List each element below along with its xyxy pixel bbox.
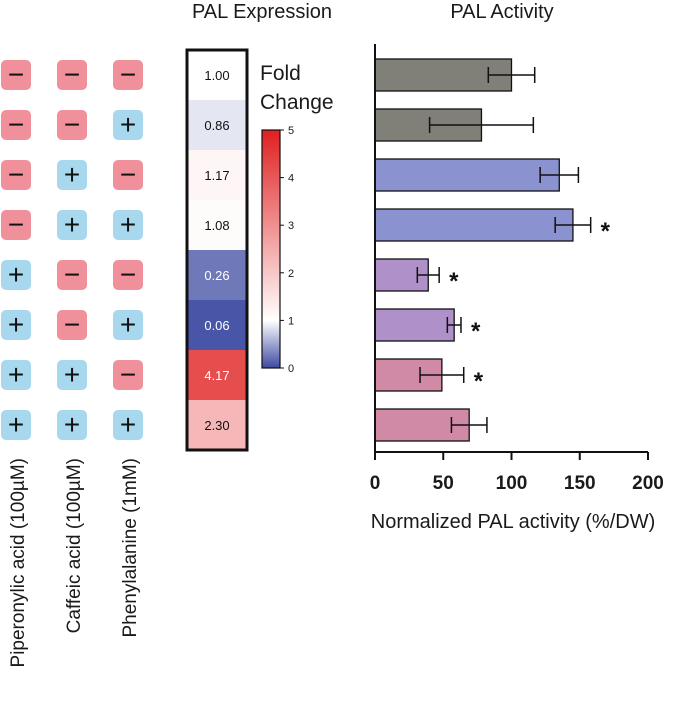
colorbar-ticks: 0 1 2 3 4 5 [280, 125, 294, 375]
heatmap-value-1: 1.00 [204, 68, 229, 83]
plus-sign-r7-caffeic-acid: + [64, 359, 80, 390]
minus-sign-r1-phenylalanine: − [120, 59, 136, 90]
treatment-box-r1-phenylalanine [113, 60, 143, 90]
bar-6 [374, 308, 455, 342]
treatment-box-r7-piperonylic-acid [1, 360, 31, 390]
plus-sign-r8-phenylalanine: + [120, 409, 136, 440]
treatment-box-r8-caffeic-acid [57, 410, 87, 440]
treatment-box-r4-caffeic-acid [57, 210, 87, 240]
heatmap-value-5: 0.26 [204, 268, 229, 283]
heatmap-value-7: 4.17 [204, 368, 229, 383]
colorbar-tick-label-2: 2 [288, 268, 294, 280]
heatmap-cell-3 [187, 150, 247, 200]
plus-sign-r4-phenylalanine: + [120, 209, 136, 240]
heatmap-cell-4 [187, 200, 247, 250]
significance-marker-5: * [449, 268, 459, 295]
heatmap-value-6: 0.06 [204, 318, 229, 333]
significance-marker-6: * [471, 318, 481, 345]
treatment-grid: − − − − − + − + − − + + + − − + − + + + − + + + [1, 59, 143, 440]
heatmap-cell-7 [187, 350, 247, 400]
plus-sign-r3-caffeic-acid: + [64, 159, 80, 190]
x-tick-label-50: 50 [433, 473, 454, 494]
treatment-box-r8-piperonylic-acid [1, 410, 31, 440]
x-tick-label-100: 100 [496, 473, 528, 494]
minus-sign-r2-caffeic-acid: − [64, 109, 80, 140]
treatment-box-r4-phenylalanine [113, 210, 143, 240]
treatment-box-r2-caffeic-acid [57, 110, 87, 140]
minus-sign-r1-piperonylic-acid: − [8, 59, 24, 90]
heatmap-value-3: 1.17 [204, 168, 229, 183]
bar-4 [374, 208, 574, 242]
treatment-box-r6-phenylalanine [113, 310, 143, 340]
colorbar-tick-label-5: 5 [288, 125, 294, 137]
minus-sign-r4-piperonylic-acid: − [8, 209, 24, 240]
colorbar-tick-label-1: 1 [288, 315, 294, 327]
treatment-box-r2-phenylalanine [113, 110, 143, 140]
pal-activity-bars: * * * * [374, 58, 611, 442]
treatment-box-r5-piperonylic-acid [1, 260, 31, 290]
plus-sign-r7-piperonylic-acid: + [8, 359, 24, 390]
minus-sign-r3-phenylalanine: − [120, 159, 136, 190]
significance-marker-4: * [601, 218, 611, 245]
treatment-box-r7-caffeic-acid [57, 360, 87, 390]
bar-chart-title: PAL Activity [450, 1, 553, 23]
treatment-box-r5-caffeic-acid [57, 260, 87, 290]
colorbar-title-line1: Fold [260, 62, 301, 85]
x-tick-label-200: 200 [632, 473, 664, 494]
colorbar-tick-label-0: 0 [288, 363, 294, 375]
column-label-piperonylic-acid: Piperonylic acid (100µM) [8, 458, 29, 667]
treatment-box-r3-phenylalanine [113, 160, 143, 190]
minus-sign-r5-phenylalanine: − [120, 259, 136, 290]
minus-sign-r3-piperonylic-acid: − [8, 159, 24, 190]
column-label-phenylalanine: Phenylalanine (1mM) [120, 458, 141, 638]
minus-sign-r2-piperonylic-acid: − [8, 109, 24, 140]
plus-sign-r8-caffeic-acid: + [64, 409, 80, 440]
plus-sign-r5-piperonylic-acid: + [8, 259, 24, 290]
heatmap-cell-5 [187, 250, 247, 300]
treatment-box-r2-piperonylic-acid [1, 110, 31, 140]
treatment-box-r1-caffeic-acid [57, 60, 87, 90]
x-tick-label-0: 0 [370, 473, 381, 494]
heatmap-cell-8 [187, 400, 247, 450]
treatment-box-r5-phenylalanine [113, 260, 143, 290]
treatment-box-r6-piperonylic-acid [1, 310, 31, 340]
minus-sign-r5-caffeic-acid: − [64, 259, 80, 290]
plus-sign-r6-phenylalanine: + [120, 309, 136, 340]
treatment-box-r3-piperonylic-acid [1, 160, 31, 190]
plus-sign-r8-piperonylic-acid: + [8, 409, 24, 440]
heatmap-value-4: 1.08 [204, 218, 229, 233]
heatmap-border [185, 48, 249, 452]
column-label-caffeic-acid: Caffeic acid (100µM) [64, 458, 85, 633]
colorbar [261, 129, 281, 369]
treatment-box-r4-piperonylic-acid [1, 210, 31, 240]
minus-sign-r6-caffeic-acid: − [64, 309, 80, 340]
colorbar-tick-label-4: 4 [288, 173, 294, 185]
treatment-box-r6-caffeic-acid [57, 310, 87, 340]
colorbar-tick-label-3: 3 [288, 220, 294, 232]
x-axis-ticks: 0 50 100 150 200 [370, 452, 664, 494]
plus-sign-r4-caffeic-acid: + [64, 209, 80, 240]
treatment-box-r8-phenylalanine [113, 410, 143, 440]
heatmap-cell-6 [187, 300, 247, 350]
colorbar-title-line2: Change [260, 91, 334, 114]
plus-sign-r6-piperonylic-acid: + [8, 309, 24, 340]
x-tick-label-150: 150 [564, 473, 596, 494]
heatmap-cell-1 [187, 50, 247, 100]
treatment-box-r1-piperonylic-acid [1, 60, 31, 90]
bar-3 [374, 158, 560, 192]
heatmap-value-2: 0.86 [204, 118, 229, 133]
minus-sign-r7-phenylalanine: − [120, 359, 136, 390]
heatmap-value-8: 2.30 [204, 418, 229, 433]
treatment-column-labels: Piperonylic acid (100µM) Caffeic acid (1… [8, 458, 141, 667]
pal-expression-heatmap: 1.00 0.86 1.17 1.08 0.26 0.06 4.17 2.30 [187, 50, 247, 450]
plus-sign-r2-phenylalanine: + [120, 109, 136, 140]
x-axis-label: Normalized PAL activity (%/DW) [371, 511, 656, 533]
heatmap-cell-2 [187, 100, 247, 150]
treatment-box-r3-caffeic-acid [57, 160, 87, 190]
significance-marker-7: * [474, 368, 484, 395]
heatmap-title: PAL Expression [192, 1, 332, 23]
treatment-box-r7-phenylalanine [113, 360, 143, 390]
minus-sign-r1-caffeic-acid: − [64, 59, 80, 90]
